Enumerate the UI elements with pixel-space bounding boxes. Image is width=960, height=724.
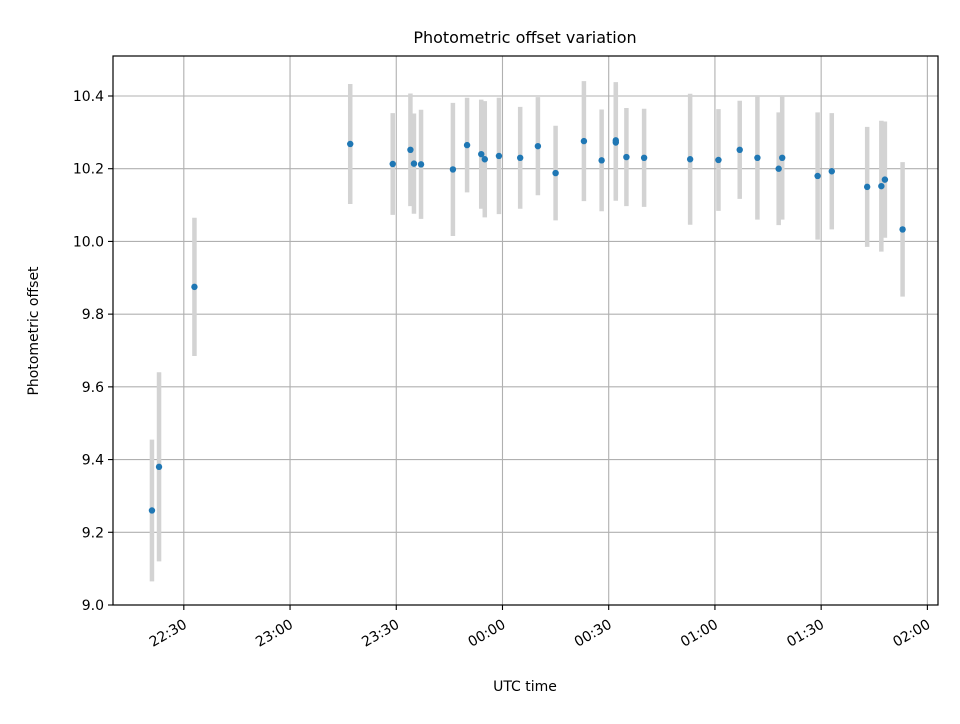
y-tick-label: 10.4 (73, 89, 104, 105)
data-point (347, 140, 354, 148)
data-point (148, 507, 156, 514)
data-point (779, 154, 786, 162)
data-point (686, 156, 694, 163)
data-point (516, 154, 524, 162)
data-point (478, 150, 485, 158)
data-point (899, 226, 906, 233)
data-point (736, 146, 743, 154)
data-point (775, 165, 782, 172)
data-point (481, 156, 488, 163)
y-tick-label: 10.0 (73, 234, 104, 250)
data-point (715, 156, 722, 164)
y-tick-label: 9.6 (82, 380, 104, 396)
data-point (863, 183, 871, 191)
chart-title: Photometric offset variation (413, 28, 636, 47)
data-point (389, 160, 396, 168)
data-point (449, 166, 457, 173)
plot-frame (112, 55, 939, 606)
grid-layer (113, 56, 938, 606)
y-axis-label: Photometric offset (26, 266, 42, 396)
y-tick-label: 9.4 (82, 453, 104, 469)
data-point (598, 157, 605, 164)
data-point (612, 139, 619, 146)
x-axis-label: UTC time (493, 679, 557, 695)
y-tick-label: 9.8 (82, 307, 104, 323)
data-point (495, 152, 503, 160)
data-point (155, 463, 163, 471)
data-point (754, 154, 761, 162)
data-point (881, 176, 889, 183)
data-point (552, 169, 559, 177)
data-point (463, 141, 471, 149)
data-point (640, 154, 648, 162)
data-point (828, 168, 835, 175)
y-tick-label: 9.0 (82, 598, 104, 614)
data-point (534, 142, 542, 150)
data-point (191, 283, 198, 291)
data-point (623, 153, 630, 161)
data-point (580, 137, 588, 145)
point-layer (148, 137, 906, 514)
y-tick-label: 9.2 (82, 525, 104, 541)
data-point (878, 182, 885, 190)
y-tick-label: 10.2 (73, 162, 104, 178)
data-point (814, 172, 821, 180)
data-point (417, 161, 425, 168)
data-point (407, 146, 414, 154)
data-point (410, 160, 418, 167)
